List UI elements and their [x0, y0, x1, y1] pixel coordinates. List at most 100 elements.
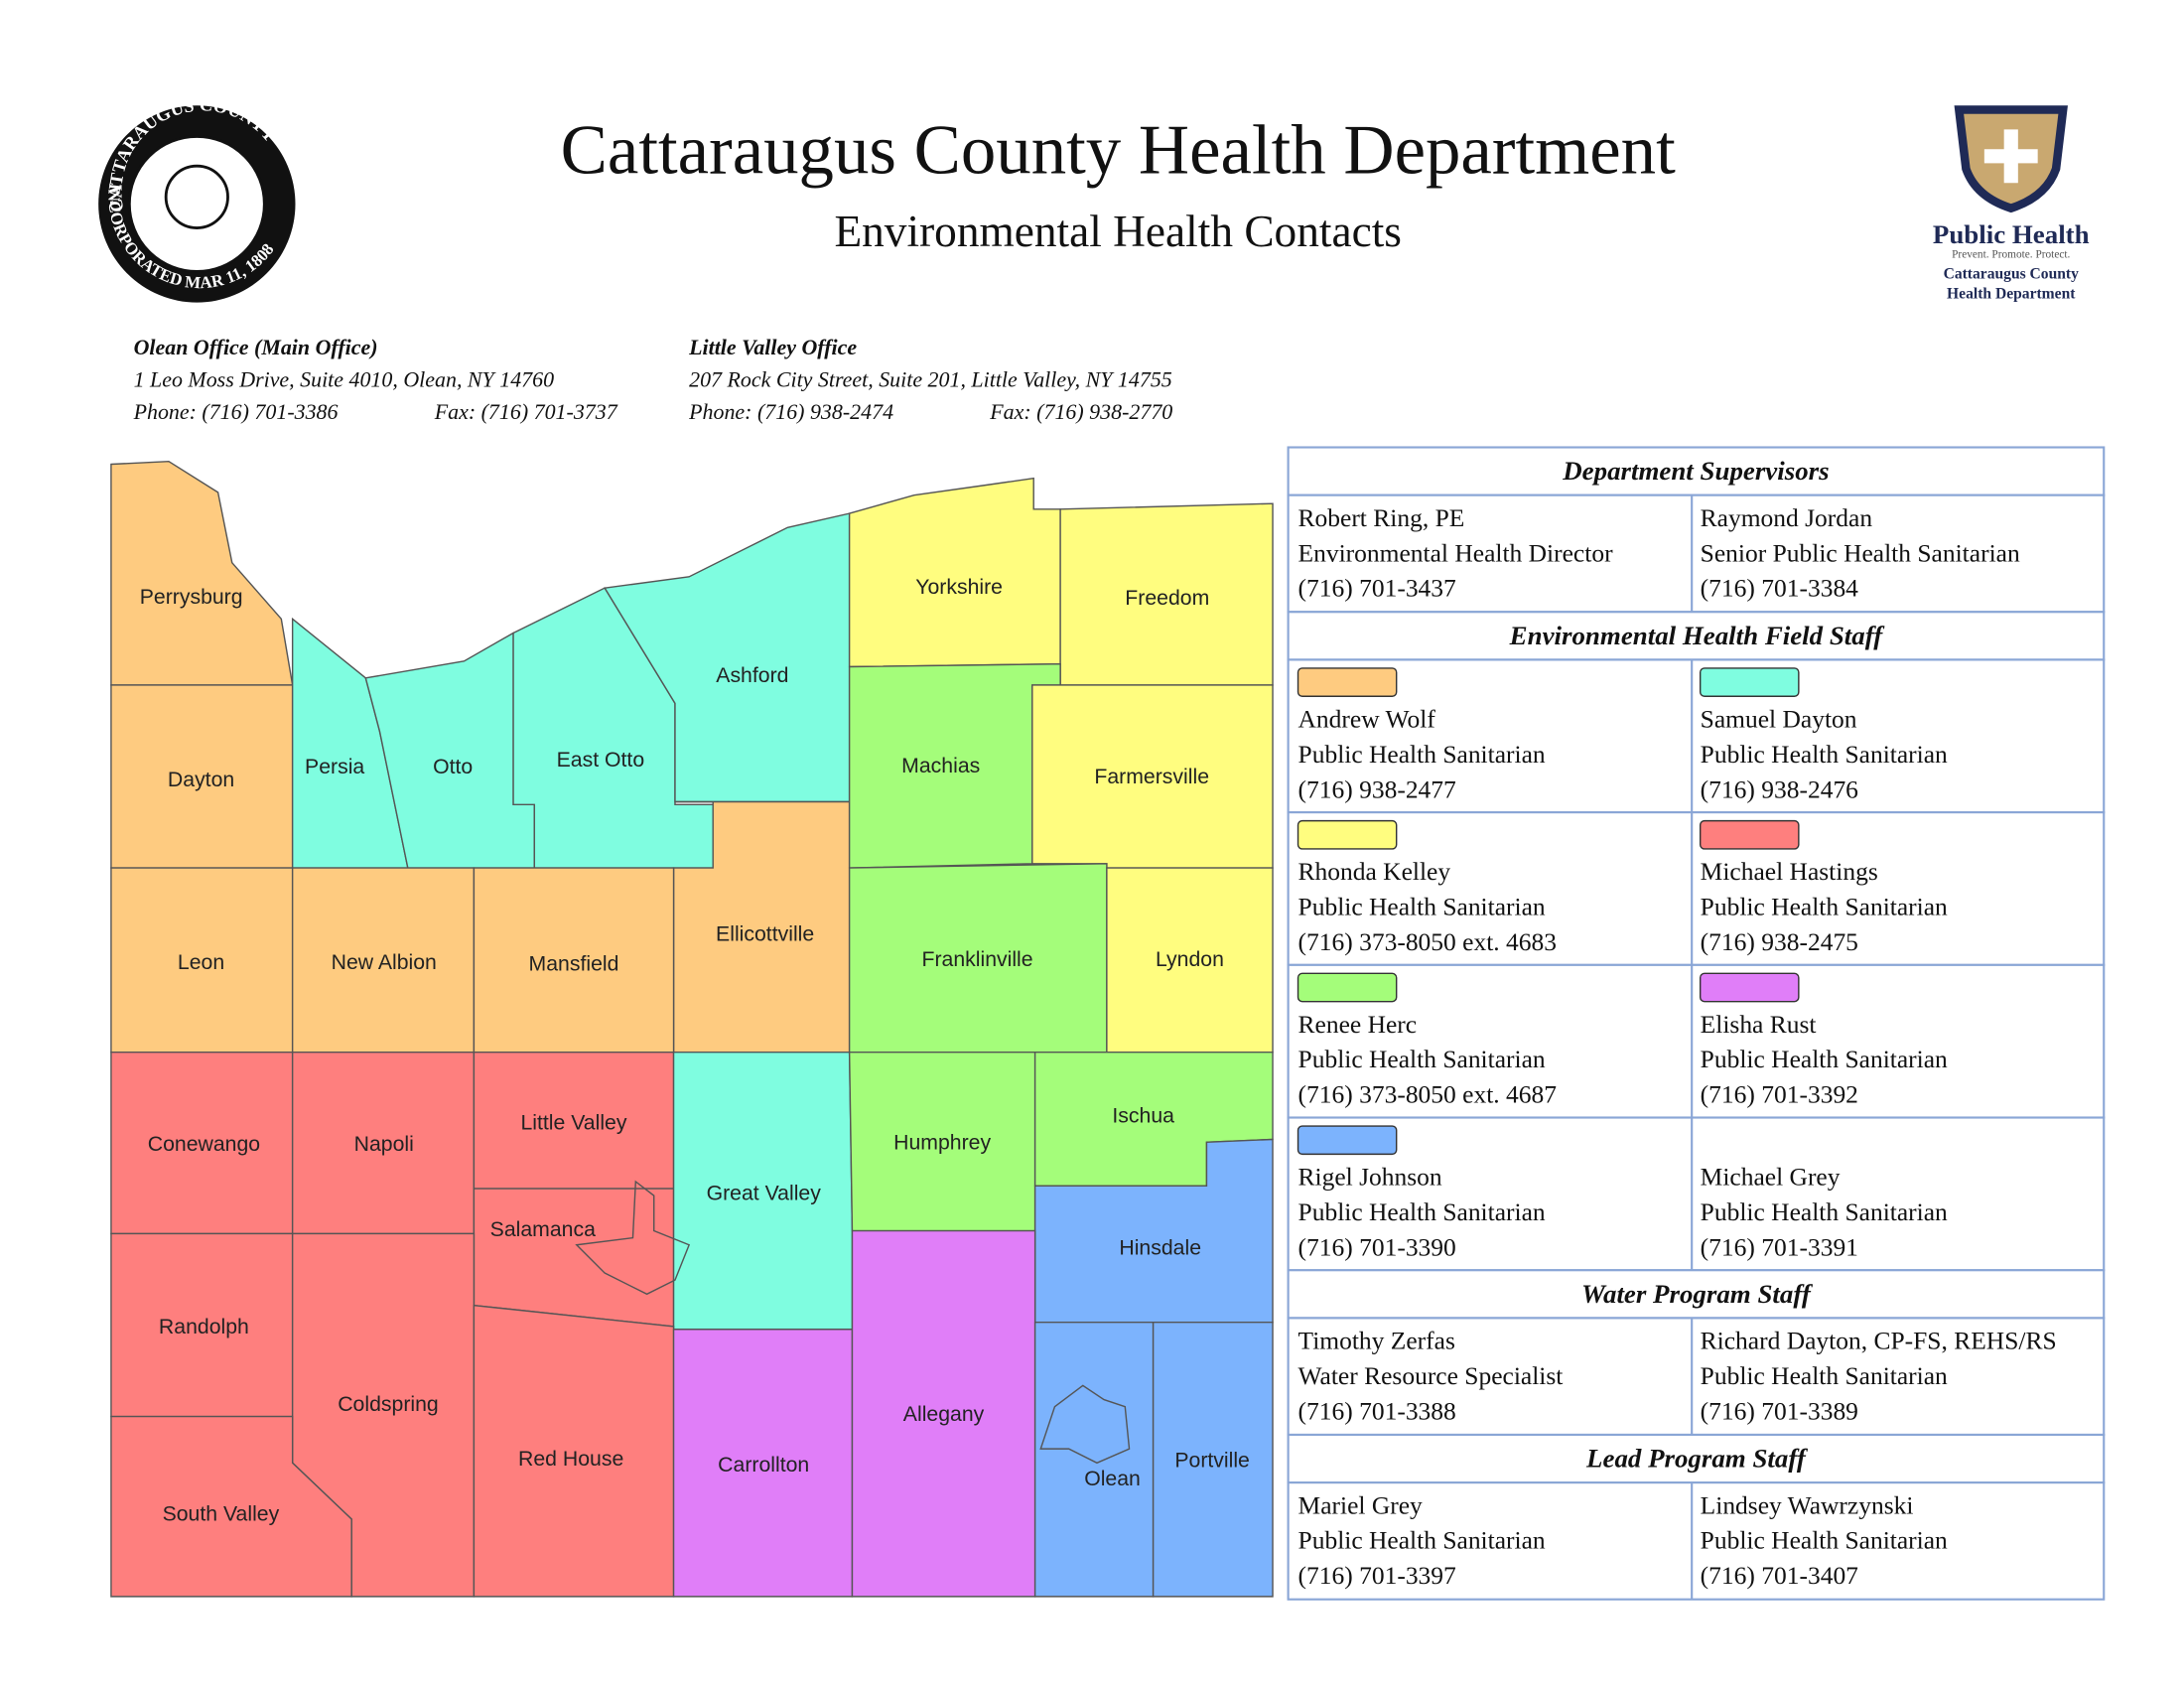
office-address: 207 Rock City Street, Suite 201, Little …: [689, 367, 1172, 392]
town-label: Yorkshire: [915, 575, 1003, 599]
town-label: Farmersville: [1094, 765, 1209, 788]
contact-line: Samuel Dayton: [1701, 704, 1857, 733]
city-boundary: [1039, 1384, 1131, 1465]
title: Cattaraugus County Health Department: [561, 111, 1676, 189]
contact-line: (716) 938-2476: [1701, 774, 1858, 803]
county-map: Perrysburg Dayton Persia Otto East Otto Ashfo…: [110, 460, 1274, 1598]
town-label: Humphrey: [893, 1130, 991, 1154]
seal: CATTARAUGUS COUNTY INCORPORATED MAR 11, …: [98, 94, 296, 303]
table-row: [1287, 658, 2106, 814]
contact-line: Public Health Sanitarian: [1701, 1526, 1948, 1555]
town-label: Little Valley: [520, 1111, 626, 1135]
contact-line: (716) 701-3397: [1298, 1561, 1457, 1590]
contact-line: Public Health Sanitarian: [1701, 740, 1948, 769]
office-fax: Fax: (716) 938-2770: [989, 399, 1172, 424]
contact-line: Michael Grey: [1701, 1163, 1841, 1192]
town-label: Otto: [433, 755, 473, 778]
contact-line: Public Health Sanitarian: [1298, 1526, 1546, 1555]
contact-line: Public Health Sanitarian: [1701, 1361, 1948, 1390]
offices: Olean Office (Main Office) 1 Leo Moss Dri…: [133, 335, 1173, 424]
seal-center: [127, 135, 266, 273]
town-label: Portville: [1174, 1449, 1250, 1473]
section-header: [1287, 446, 2106, 496]
logo-name: Public Health: [1933, 219, 2090, 249]
town-label: Salamanca: [490, 1217, 596, 1241]
town-label: Leon: [178, 950, 224, 974]
contact-line: Public Health Sanitarian: [1701, 1197, 1948, 1226]
contact-line: (716) 701-3392: [1701, 1080, 1858, 1109]
logo-tagline: Prevent. Promote. Protect.: [1952, 248, 2070, 260]
logo-org: Cattaraugus County: [1944, 266, 2080, 283]
subtitle: Environmental Health Contacts: [834, 207, 1402, 256]
contact-line: Senior Public Health Sanitarian: [1701, 538, 2020, 567]
town-label: South Valley: [163, 1501, 280, 1525]
office-phone: Phone: (716) 938-2474: [688, 399, 893, 424]
section-header: [1287, 1269, 2106, 1320]
contact-line: (716) 938-2477: [1298, 774, 1457, 803]
town-area: [848, 477, 1061, 668]
contacts-table: Department Supervisors Robert Ring, PE Env…: [1287, 446, 2106, 1601]
color-swatch: [1699, 819, 1800, 850]
town-label: East Otto: [557, 748, 645, 772]
town-label: Great Valley: [707, 1181, 822, 1204]
contact-line: (716) 701-3407: [1701, 1561, 1859, 1590]
town-label: Freedom: [1125, 586, 1209, 610]
town-label: Ellicottville: [716, 922, 814, 946]
logo-org: Health Department: [1947, 285, 2076, 302]
table-row: [1287, 811, 2106, 966]
contact-line: Andrew Wolf: [1298, 704, 1436, 733]
town-label: Coldspring: [338, 1392, 439, 1416]
color-swatch: [1297, 972, 1398, 1003]
contact-line: Michael Hastings: [1701, 857, 1878, 886]
color-swatch: [1699, 667, 1800, 697]
town-label: Franklinville: [921, 947, 1032, 971]
contact-line: Environmental Health Director: [1298, 538, 1614, 567]
contact-line: Public Health Sanitarian: [1701, 1045, 1948, 1073]
town-area: [110, 1415, 352, 1598]
town-label: Carrollton: [718, 1453, 809, 1477]
logo-cross: [1983, 129, 2038, 184]
contact-line: (716) 373-8050 ext. 4683: [1298, 927, 1557, 956]
office-phone: Phone: (716) 701-3386: [133, 399, 339, 424]
contact-line: Lindsey Wawrzynski: [1701, 1490, 1914, 1519]
office-fax: Fax: (716) 701-3737: [434, 399, 618, 424]
section-title: Water Program Staff: [1581, 1279, 1814, 1309]
town-label: Hinsdale: [1119, 1236, 1201, 1260]
office-name: Olean Office (Main Office): [134, 335, 378, 359]
contact-line: Timothy Zerfas: [1298, 1327, 1455, 1355]
contact-line: Public Health Sanitarian: [1298, 740, 1546, 769]
table-row: [1287, 1116, 2106, 1272]
contact-line: (716) 701-3384: [1701, 574, 1859, 603]
seal-figure: [164, 164, 229, 229]
color-swatch: [1699, 972, 1800, 1003]
office-name: Little Valley Office: [688, 335, 857, 359]
contact-line: Rhonda Kelley: [1298, 857, 1451, 886]
contact-line: Public Health Sanitarian: [1298, 1197, 1546, 1226]
contact-line: Rigel Johnson: [1298, 1163, 1442, 1192]
table-row: [1287, 1481, 2106, 1601]
town-label: New Albion: [332, 950, 437, 974]
section-header: [1287, 611, 2106, 661]
contact-line: Public Health Sanitarian: [1298, 1045, 1546, 1073]
contact-line: (716) 701-3391: [1701, 1232, 1858, 1261]
contact-line: Elisha Rust: [1701, 1010, 1817, 1039]
contact-line: Raymond Jordan: [1701, 503, 1873, 532]
section-title: Lead Program Staff: [1585, 1444, 1809, 1474]
section-header: [1287, 1433, 2106, 1484]
town-label: Dayton: [168, 768, 234, 791]
section-title: Department Supervisors: [1562, 456, 1829, 486]
table-row: [1287, 493, 2106, 614]
city-boundary: [575, 1180, 691, 1296]
contact-line: (716) 701-3390: [1298, 1232, 1456, 1261]
contact-line: Public Health Sanitarian: [1701, 893, 1948, 921]
town-label: Mansfield: [529, 951, 619, 975]
contact-line: (716) 701-3388: [1298, 1396, 1456, 1425]
town-label: Napoli: [354, 1132, 414, 1156]
town-label: Perrysburg: [140, 585, 243, 609]
contact-line: (716) 701-3389: [1701, 1396, 1858, 1425]
town-label: Persia: [305, 755, 364, 778]
color-swatch: [1297, 667, 1398, 697]
section-title: Environmental Health Field Staff: [1509, 621, 1886, 650]
public-health-logo: Public Health Prevent. Promote. Protect.…: [1933, 105, 2090, 302]
office-address: 1 Leo Moss Drive, Suite 4010, Olean, NY …: [134, 367, 555, 392]
